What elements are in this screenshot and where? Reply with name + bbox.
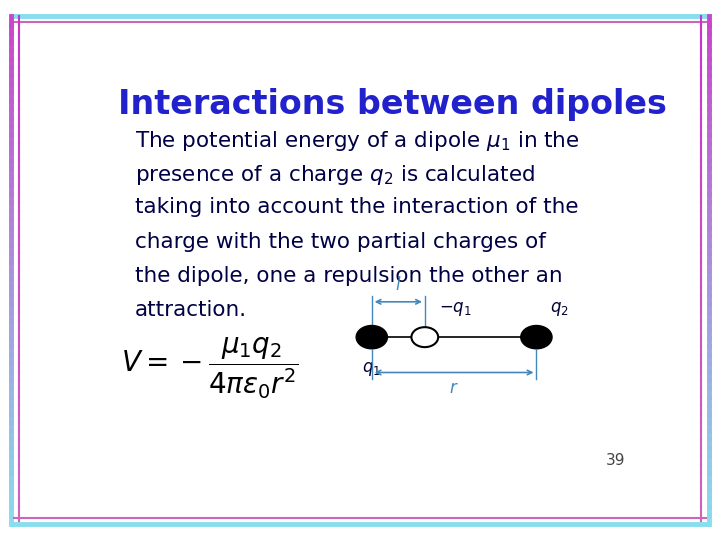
Text: $q_2$: $q_2$ [550,300,569,319]
Text: $-q_1$: $-q_1$ [438,300,472,319]
Circle shape [521,326,552,349]
Text: $q_1$: $q_1$ [362,360,382,378]
Circle shape [411,327,438,347]
Text: The potential energy of a dipole $\mu_1$ in the: The potential energy of a dipole $\mu_1$… [135,129,580,153]
Text: the dipole, one a repulsion the other an: the dipole, one a repulsion the other an [135,266,562,286]
Text: charge with the two partial charges of: charge with the two partial charges of [135,232,546,252]
Text: presence of a charge $q_2$ is calculated: presence of a charge $q_2$ is calculated [135,163,534,187]
Text: Interactions between dipoles: Interactions between dipoles [118,87,667,120]
Text: taking into account the interaction of the: taking into account the interaction of t… [135,198,578,218]
Text: $l$: $l$ [395,276,402,294]
Circle shape [356,326,387,349]
Text: $r$: $r$ [449,379,459,397]
Text: attraction.: attraction. [135,300,247,320]
Text: $V = -\dfrac{\mu_1 q_2}{4\pi\varepsilon_0 r^2}$: $V = -\dfrac{\mu_1 q_2}{4\pi\varepsilon_… [121,336,299,401]
Text: 39: 39 [606,453,626,468]
